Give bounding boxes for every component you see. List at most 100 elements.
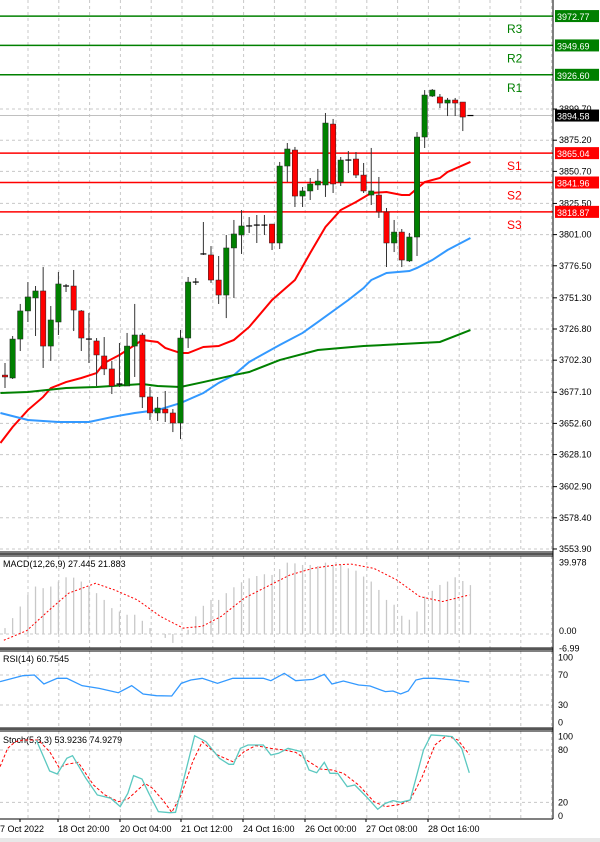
candle — [108, 360, 115, 395]
candle — [253, 215, 260, 244]
level-price-label: 3841.96 — [557, 178, 590, 188]
level-price-label: 3972.77 — [557, 12, 590, 22]
candle-body — [414, 136, 420, 238]
candle-body — [406, 236, 413, 262]
candle — [375, 176, 382, 218]
moving-average-line — [0, 237, 471, 424]
price-tick-label: 3677.10 — [559, 387, 592, 397]
rsi-panel: RSI(14) 60.7545 — [0, 654, 553, 706]
candle — [391, 219, 398, 253]
level-label-s1: S1 — [507, 159, 522, 173]
stoch-label: Stoch(5,3,3) 53.9236 74.9279 — [3, 735, 122, 745]
price-tick-label: 3602.90 — [559, 482, 592, 492]
candle — [169, 409, 176, 433]
candle-body — [291, 149, 298, 197]
candle-body — [162, 408, 169, 414]
time-tick-label: 26 Oct 00:00 — [305, 824, 357, 834]
candle-body — [459, 101, 466, 118]
candle — [322, 112, 329, 197]
candle — [162, 390, 169, 423]
candle — [147, 387, 153, 420]
price-tick-label: 3899.70 — [559, 104, 592, 114]
candle — [78, 310, 85, 352]
grid — [0, 0, 553, 819]
candle-body — [154, 407, 161, 414]
rsi-tick-label: 0 — [558, 718, 563, 728]
candle — [2, 362, 8, 389]
current-price-label: 3894.58 — [557, 112, 590, 122]
candle-body — [398, 231, 405, 261]
candle — [429, 89, 436, 97]
level-label-s3: S3 — [507, 218, 522, 232]
rsi-tick-label: 70 — [558, 670, 568, 680]
candle — [101, 337, 108, 376]
candle — [230, 219, 237, 298]
candle-body — [177, 337, 184, 424]
level-price-badge — [555, 68, 599, 81]
stoch-k-line — [35, 734, 470, 814]
candle-body — [452, 99, 459, 104]
stoch-d-line — [0, 735, 470, 814]
candle — [368, 147, 375, 205]
candle — [360, 162, 367, 194]
rsi-label: RSI(14) 60.7545 — [3, 654, 69, 664]
time-tick-label: 28 Oct 16:00 — [428, 824, 480, 834]
candle-body — [276, 165, 283, 244]
candle-body — [314, 180, 321, 186]
candle — [398, 229, 405, 268]
candle-body — [383, 211, 390, 244]
candle-body — [307, 183, 314, 192]
level-label-r2: R2 — [507, 51, 523, 65]
candle — [70, 269, 77, 332]
candle — [246, 217, 253, 233]
level-label-r3: R3 — [507, 22, 523, 36]
candle — [444, 97, 451, 117]
price-tick-label: 3875.20 — [559, 135, 592, 145]
level-price-label: 3865.04 — [557, 149, 590, 159]
macd-panel: MACD(12,26,9) 27.445 21.883 — [0, 559, 553, 643]
candle — [223, 234, 230, 319]
candle — [24, 282, 31, 323]
time-tick-label: 24 Oct 16:00 — [243, 824, 295, 834]
candle-body — [185, 281, 192, 339]
level-price-label: 3926.60 — [557, 71, 590, 81]
level-price-badge — [555, 147, 599, 160]
candle — [116, 343, 123, 388]
candle — [139, 332, 146, 409]
candle-body — [70, 285, 77, 311]
price-tick-label: 3702.30 — [559, 355, 592, 365]
candle — [40, 267, 47, 368]
candle-body — [169, 412, 176, 424]
candle — [261, 215, 268, 235]
candle-body — [215, 279, 222, 296]
price-tick-label: 3825.50 — [559, 198, 592, 208]
macd-signal-line — [3, 563, 470, 641]
rsi-line — [0, 672, 470, 697]
candle-body — [368, 190, 375, 196]
candle-body — [78, 310, 85, 339]
stoch-tick-label: 20 — [558, 797, 568, 807]
candle — [55, 272, 62, 335]
candle — [200, 222, 207, 255]
candle — [85, 312, 92, 363]
candle-body — [139, 334, 146, 398]
candle-body — [55, 283, 62, 323]
candle — [330, 118, 337, 194]
candle-body — [223, 247, 230, 296]
macd-tick-label: -6.99 — [559, 643, 580, 653]
rsi-tick-label: 100 — [558, 653, 573, 663]
rsi-tick-label: 30 — [558, 700, 568, 710]
candle-body — [208, 254, 214, 281]
candle-body — [322, 122, 329, 186]
candle — [337, 156, 344, 187]
candle — [131, 303, 138, 377]
candle — [452, 97, 459, 117]
time-tick-label: 18 Oct 20:00 — [58, 824, 110, 834]
candle — [314, 168, 321, 190]
price-tick-label: 3553.90 — [559, 544, 592, 554]
stochastic-panel: Stoch(5,3,3) 53.9236 74.9279 — [0, 734, 553, 814]
price-tick-label: 3726.80 — [559, 324, 592, 334]
time-tick-label: 21 Oct 12:00 — [181, 824, 233, 834]
